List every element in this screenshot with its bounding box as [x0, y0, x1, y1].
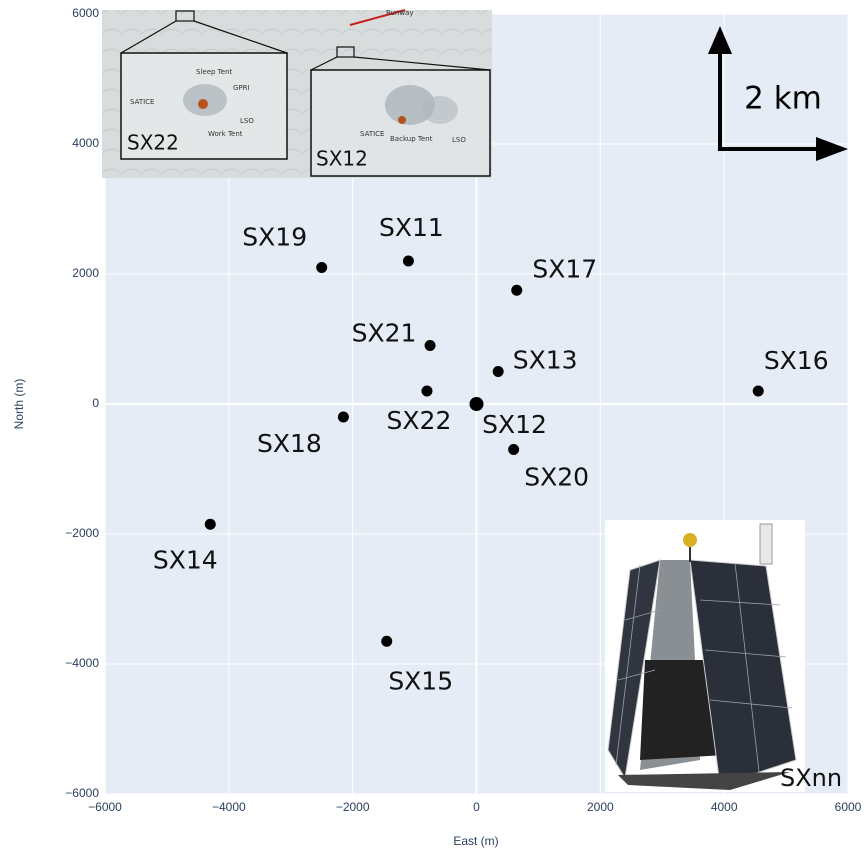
point: [316, 262, 327, 273]
point-label: SX22: [387, 406, 452, 435]
inset-annotation: Runway: [386, 9, 414, 17]
point: [470, 397, 484, 411]
x-tick-label: 6000: [835, 800, 862, 814]
inset-annotation: SATICE: [360, 130, 384, 138]
point: [421, 386, 432, 397]
y-tick-label: −6000: [65, 786, 99, 800]
station-photo: [605, 520, 805, 792]
point: [403, 256, 414, 267]
inset-label: SX12: [316, 147, 368, 171]
point-label: SX19: [242, 223, 307, 252]
x-tick-label: 4000: [711, 800, 738, 814]
y-tick-label: −2000: [65, 526, 99, 540]
inset-annotation: Backup Tent: [390, 135, 433, 143]
point: [205, 519, 216, 530]
point-label: SX18: [257, 429, 322, 458]
inset-annotation: LSO: [240, 117, 254, 125]
y-tick-label: 4000: [72, 136, 99, 150]
point-label: SX21: [352, 319, 417, 348]
chart: Runway Sleep Tent GPRI SATICE LSO Work T…: [0, 0, 867, 854]
y-tick-label: 0: [92, 396, 99, 410]
point: [425, 340, 436, 351]
x-tick-label: −4000: [212, 800, 246, 814]
point: [493, 366, 504, 377]
y-tick-label: 6000: [72, 6, 99, 20]
point-label: SX15: [388, 666, 453, 695]
point-label: SX13: [513, 346, 578, 375]
point-label: SX20: [524, 463, 589, 492]
point: [508, 444, 519, 455]
inset-label: SXnn: [780, 764, 842, 792]
point-label: SX16: [764, 346, 829, 375]
point: [511, 285, 522, 296]
point-label: SX11: [379, 213, 444, 242]
point: [381, 636, 392, 647]
x-tick-label: −2000: [336, 800, 370, 814]
point: [753, 386, 764, 397]
x-tick-label: −6000: [88, 800, 122, 814]
point-label: SX17: [532, 254, 597, 283]
x-tick-label: 2000: [587, 800, 614, 814]
point-label: SX14: [153, 545, 218, 574]
inset-label: SX22: [127, 131, 179, 155]
x-tick-label: 0: [473, 800, 480, 814]
point: [338, 412, 349, 423]
inset-annotation: Sleep Tent: [196, 68, 232, 76]
y-tick-label: −4000: [65, 656, 99, 670]
scale-label: 2 km: [744, 81, 822, 117]
y-axis-title: North (m): [12, 379, 26, 430]
inset-annotation: Work Tent: [208, 130, 243, 138]
y-tick-label: 2000: [72, 266, 99, 280]
x-axis-title: East (m): [453, 834, 498, 848]
inset-annotation: GPRI: [233, 84, 250, 92]
point-label: SX12: [482, 410, 547, 439]
inset-annotation: LSO: [452, 136, 466, 144]
inset-annotation: SATICE: [130, 98, 154, 106]
